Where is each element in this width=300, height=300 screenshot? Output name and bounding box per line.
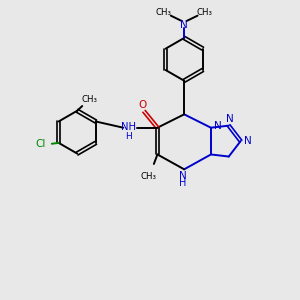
Text: NH: NH <box>122 122 136 131</box>
Text: N: N <box>179 171 187 181</box>
Text: CH₃: CH₃ <box>81 95 97 104</box>
Text: CH₃: CH₃ <box>140 172 157 181</box>
Text: N: N <box>214 121 221 131</box>
Text: H: H <box>179 178 186 188</box>
Text: CH₃: CH₃ <box>155 8 171 17</box>
Text: N: N <box>180 20 188 30</box>
Text: Cl: Cl <box>36 140 46 149</box>
Text: N: N <box>244 136 252 146</box>
Text: O: O <box>138 100 147 110</box>
Text: N: N <box>226 114 234 124</box>
Text: CH₃: CH₃ <box>197 8 213 17</box>
Text: H: H <box>125 131 132 140</box>
